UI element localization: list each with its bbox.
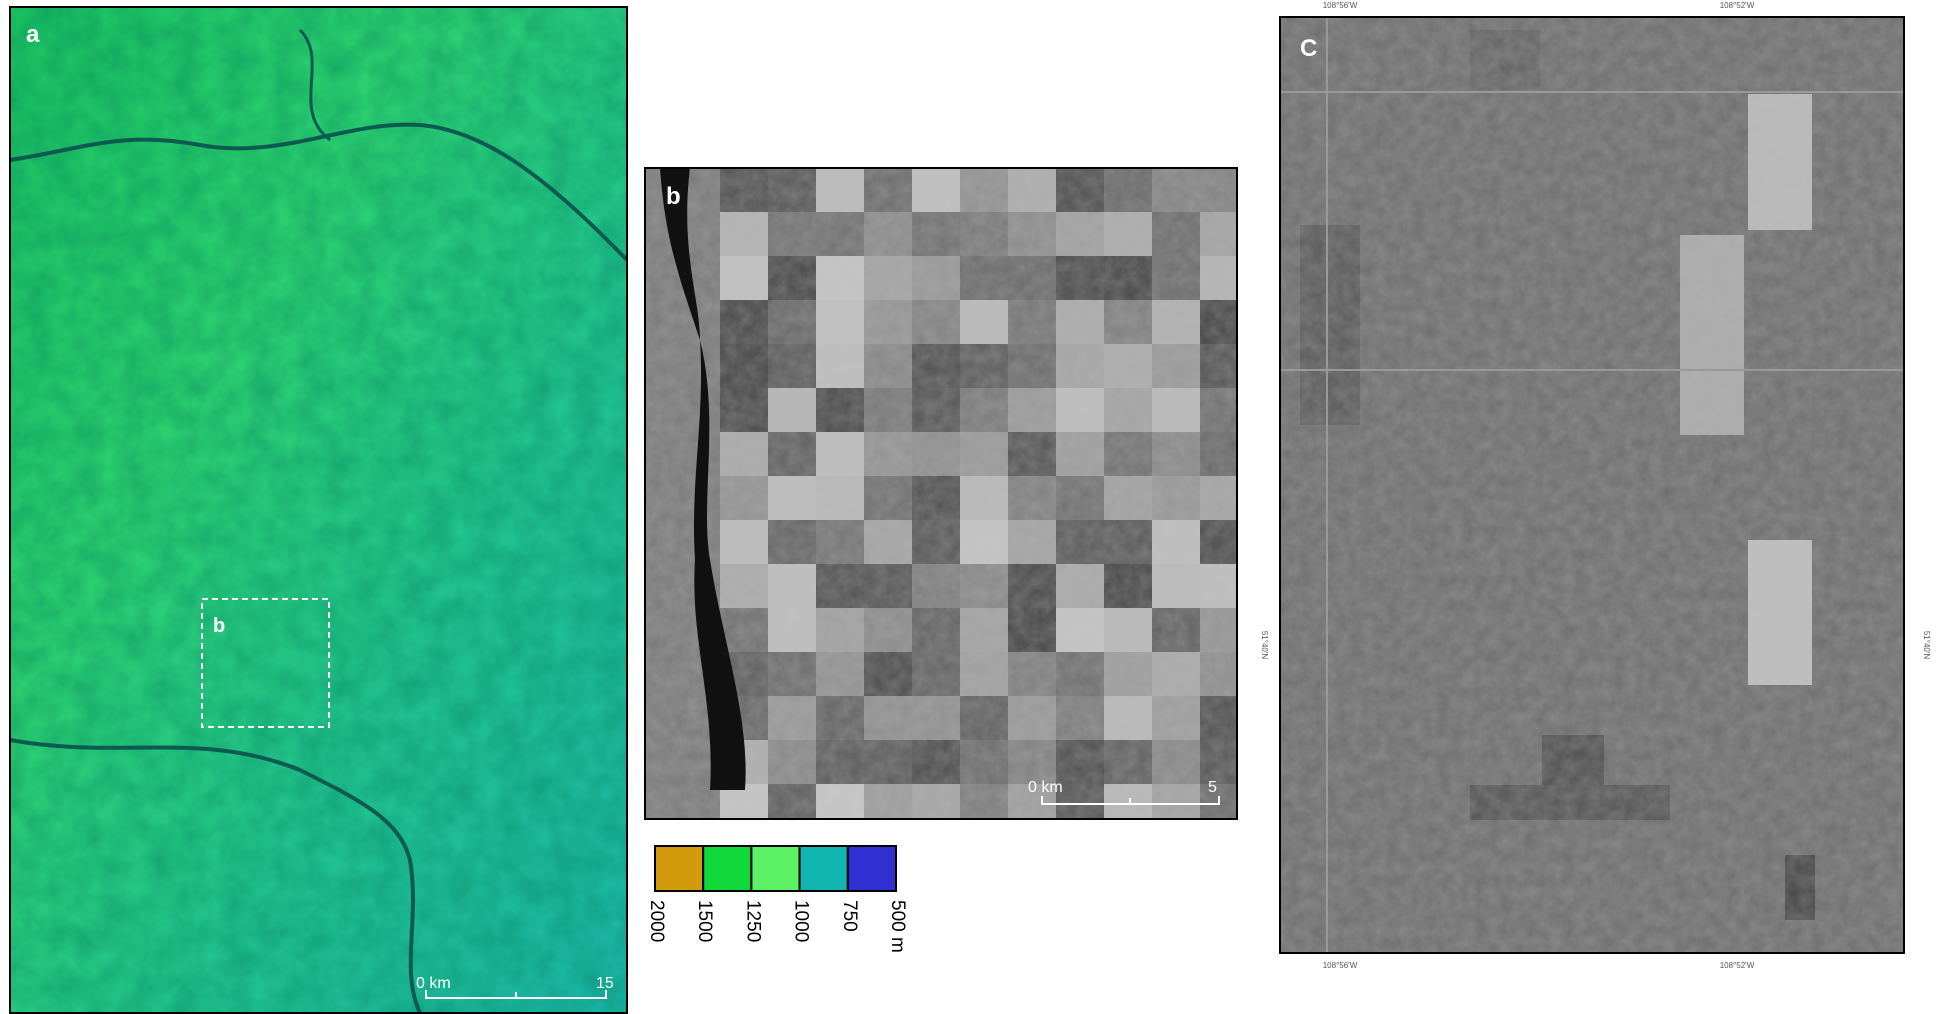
inset-box <box>201 598 330 728</box>
scale-label: 15 <box>596 975 614 992</box>
scale-bar <box>1041 796 1220 805</box>
coordinate-label: 108°52'W <box>1720 1 1755 10</box>
panel-label: C <box>1300 35 1317 62</box>
legend-label: 1250 <box>742 900 763 942</box>
coordinate-label: 108°56'W <box>1323 1 1358 10</box>
inset-label: b <box>213 615 225 637</box>
river <box>298 28 331 142</box>
coordinate-label: 108°56'W <box>1323 961 1358 970</box>
texture <box>1280 17 1904 953</box>
panel-b <box>645 168 1237 819</box>
river <box>660 168 746 790</box>
coordinate-label: 51°40'N <box>1260 631 1269 660</box>
river <box>10 738 422 1013</box>
panel-label: a <box>26 21 40 48</box>
legend-swatch <box>846 845 897 892</box>
legend-label: 500 m <box>887 900 908 953</box>
legend-label: 2000 <box>646 900 667 942</box>
scale-label: 5 <box>1208 779 1217 796</box>
legend-label: 1500 <box>694 900 715 942</box>
legend-swatch <box>702 845 753 892</box>
panel-frame <box>1279 16 1905 954</box>
legend-swatch <box>798 845 849 892</box>
legend: 2000 1500 1250 1000 750 500 m <box>646 845 908 953</box>
panel-frame <box>9 6 628 1014</box>
coordinate-label: 51°40'N <box>1922 631 1931 660</box>
panel-c <box>1280 17 1904 953</box>
coordinate-label: 108°52'W <box>1720 961 1755 970</box>
scale-label: 0 km <box>1028 779 1063 796</box>
panel-a <box>10 7 627 1013</box>
legend-swatch <box>654 845 705 892</box>
texture <box>645 168 1237 819</box>
legend-label: 750 <box>839 900 860 932</box>
legend-swatch <box>750 845 801 892</box>
scale-bar <box>425 990 607 999</box>
road <box>1280 17 1904 953</box>
panel-label: b <box>666 183 681 210</box>
scale-label: 0 km <box>416 975 451 992</box>
legend-label: 1000 <box>791 900 812 942</box>
hillshade <box>10 7 627 1013</box>
panel-frame <box>644 167 1238 820</box>
